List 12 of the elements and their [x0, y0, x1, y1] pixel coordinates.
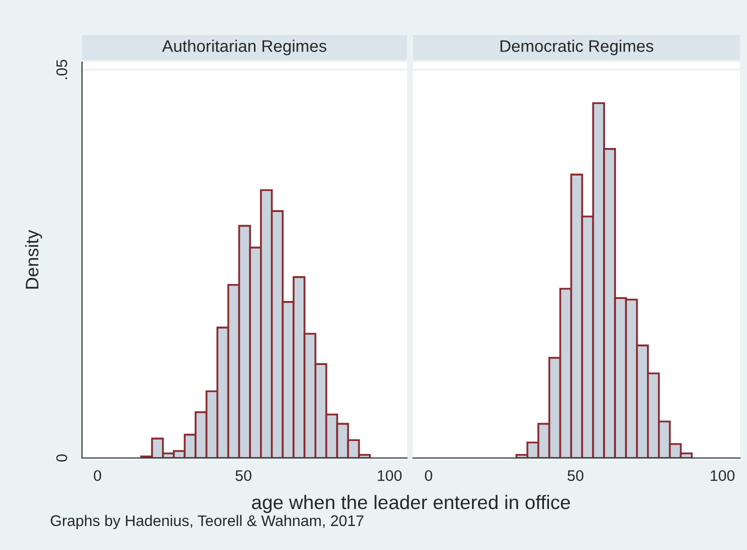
x-tick-label: 50	[568, 470, 584, 482]
x-tick-label: 0	[424, 470, 432, 482]
x-tick-label: 100	[710, 470, 735, 482]
x-tick-label: 100	[378, 470, 402, 482]
text: Graphs by Hadenius, Teorell & Wahnam, 2017	[50, 514, 364, 530]
chart-title: Authoritarian Regimes	[162, 40, 326, 56]
x-tick-label: 50	[236, 470, 252, 482]
chart-title: Democratic Regimes	[500, 40, 654, 56]
y-tick-label: .05	[56, 60, 68, 79]
y-axis-title: Density	[25, 230, 42, 289]
x-axis-title: age when the leader entered in office	[252, 494, 570, 514]
x-tick-label: 0	[94, 470, 102, 482]
